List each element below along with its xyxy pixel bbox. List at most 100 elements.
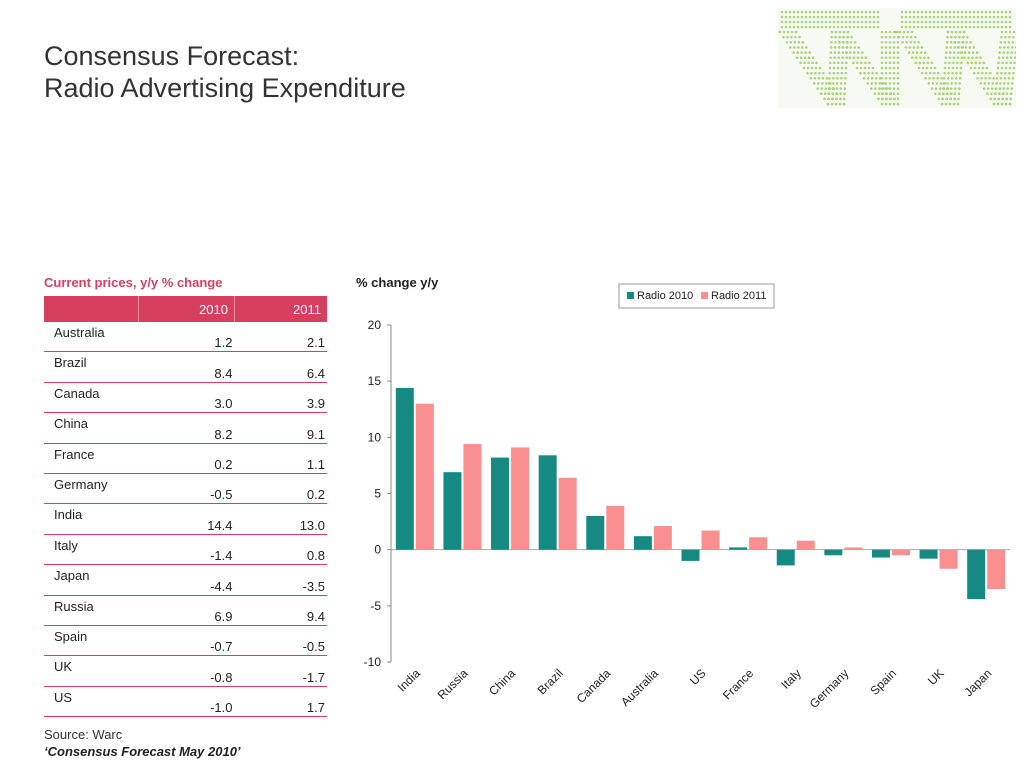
country-cell: India xyxy=(44,503,139,535)
x-tick-label: Spain xyxy=(867,666,899,698)
legend-label: Radio 2010 xyxy=(637,290,693,302)
bar-india-2011 xyxy=(415,403,434,550)
value-2011-cell: 3.9 xyxy=(234,382,327,414)
x-tick-label: Canada xyxy=(574,666,614,706)
table-header-2011: 2011 xyxy=(234,296,327,322)
bar-japan-2010 xyxy=(967,549,986,600)
value-2011-cell: 9.1 xyxy=(234,412,327,444)
y-tick-label: 10 xyxy=(368,430,382,444)
table-header-blank xyxy=(44,296,139,322)
x-tick-label: UK xyxy=(925,666,947,688)
bar-canada-2011 xyxy=(606,505,625,550)
country-cell: France xyxy=(44,443,139,474)
table-row: US -1.0 1.7 xyxy=(44,686,327,718)
bar-brazil-2011 xyxy=(558,477,577,550)
y-tick-label: 5 xyxy=(374,487,381,501)
bar-germany-2010 xyxy=(824,549,843,556)
table-row: Australia 1.2 2.1 xyxy=(44,322,327,353)
bar-us-2011 xyxy=(701,530,720,550)
table-row: Russia 6.9 9.4 xyxy=(44,595,327,626)
bar-canada-2010 xyxy=(586,515,605,550)
legend-box xyxy=(618,283,775,309)
value-2010-cell: 8.4 xyxy=(138,351,235,383)
table-row: France 0.2 1.1 xyxy=(44,443,327,474)
value-2010-cell: 0.2 xyxy=(138,443,235,474)
warc-logo xyxy=(778,8,1016,108)
value-2010-cell: 6.9 xyxy=(138,595,235,626)
country-cell: Brazil xyxy=(44,351,139,383)
bar-italy-2011 xyxy=(796,540,815,550)
x-tick-label: Germany xyxy=(807,666,852,711)
country-cell: Japan xyxy=(44,564,139,596)
bar-uk-2010 xyxy=(919,549,938,559)
bar-brazil-2010 xyxy=(538,455,557,550)
table-row: Brazil 8.4 6.4 xyxy=(44,351,327,383)
table-row: Canada 3.0 3.9 xyxy=(44,382,327,414)
x-tick-label: Italy xyxy=(778,666,803,691)
value-2011-cell: 13.0 xyxy=(234,503,327,535)
value-2010-cell: -0.5 xyxy=(138,473,235,505)
source-note: Source: Warc xyxy=(44,727,123,742)
value-2010-cell: -1.0 xyxy=(138,686,235,718)
value-2011-cell: 0.8 xyxy=(234,534,327,566)
table-row: Italy -1.4 0.8 xyxy=(44,534,327,566)
x-tick-label: Brazil xyxy=(535,666,566,697)
bar-france-2011 xyxy=(749,537,768,550)
country-cell: Canada xyxy=(44,382,139,414)
x-tick-label: Japan xyxy=(961,666,994,699)
title-line-1: Consensus Forecast: xyxy=(44,41,300,71)
x-tick-label: France xyxy=(720,666,757,703)
publication-note: ‘Consensus Forecast May 2010’ xyxy=(44,744,241,759)
value-2010-cell: 1.2 xyxy=(138,322,235,353)
table-header-2010: 2010 xyxy=(138,296,235,322)
value-2011-cell: 2.1 xyxy=(234,322,327,353)
x-tick-label: Russia xyxy=(435,666,471,702)
value-2011-cell: -3.5 xyxy=(234,564,327,596)
y-tick-label: 15 xyxy=(368,374,382,388)
value-2010-cell: 8.2 xyxy=(138,412,235,444)
table-header-row: 2010 2011 xyxy=(44,296,327,322)
value-2010-cell: -1.4 xyxy=(138,534,235,566)
bar-russia-2010 xyxy=(443,472,462,550)
country-cell: Russia xyxy=(44,595,139,626)
country-cell: Spain xyxy=(44,625,139,657)
x-tick-label: China xyxy=(486,666,518,698)
country-cell: Germany xyxy=(44,473,139,505)
value-2011-cell: 1.1 xyxy=(234,443,327,474)
bar-spain-2011 xyxy=(891,549,910,556)
value-2010-cell: -0.7 xyxy=(138,625,235,657)
bar-australia-2011 xyxy=(653,526,672,550)
country-cell: China xyxy=(44,412,139,444)
bar-china-2011 xyxy=(511,447,530,550)
chart-title: % change y/y xyxy=(356,275,439,290)
y-tick-label: -10 xyxy=(364,655,382,669)
bar-us-2010 xyxy=(681,549,700,561)
country-cell: US xyxy=(44,686,139,718)
x-tick-label: Australia xyxy=(618,666,661,709)
value-2011-cell: 9.4 xyxy=(234,595,327,626)
table-row: China 8.2 9.1 xyxy=(44,412,327,444)
value-2011-cell: -1.7 xyxy=(234,655,327,687)
bar-japan-2011 xyxy=(987,549,1006,589)
x-tick-label: India xyxy=(395,666,424,695)
y-tick-label: 20 xyxy=(368,318,382,332)
legend-swatch xyxy=(627,292,634,299)
y-tick-label: -5 xyxy=(370,599,381,613)
bar-italy-2010 xyxy=(776,549,795,566)
table-row: Japan -4.4 -3.5 xyxy=(44,564,327,596)
bar-chart: 20 15 10 5 0 -5 -10 India Russia China Brazil Canad… xyxy=(364,283,1010,711)
forecast-table: 2010 2011 Australia 1.2 2.1 Brazil 8.4 6.4 Can… xyxy=(44,296,327,718)
bar-australia-2010 xyxy=(633,536,652,550)
bar-spain-2010 xyxy=(871,549,890,558)
value-2011-cell: 6.4 xyxy=(234,351,327,383)
country-cell: Australia xyxy=(44,322,139,353)
table-row: Germany -0.5 0.2 xyxy=(44,473,327,505)
table-row: UK -0.8 -1.7 xyxy=(44,655,327,687)
value-2011-cell: 1.7 xyxy=(234,686,327,718)
value-2011-cell: -0.5 xyxy=(234,625,327,657)
country-cell: UK xyxy=(44,655,139,687)
table-row: Spain -0.7 -0.5 xyxy=(44,625,327,657)
bar-france-2010 xyxy=(729,547,748,550)
x-tick-label: US xyxy=(687,666,709,688)
value-2010-cell: 14.4 xyxy=(138,503,235,535)
